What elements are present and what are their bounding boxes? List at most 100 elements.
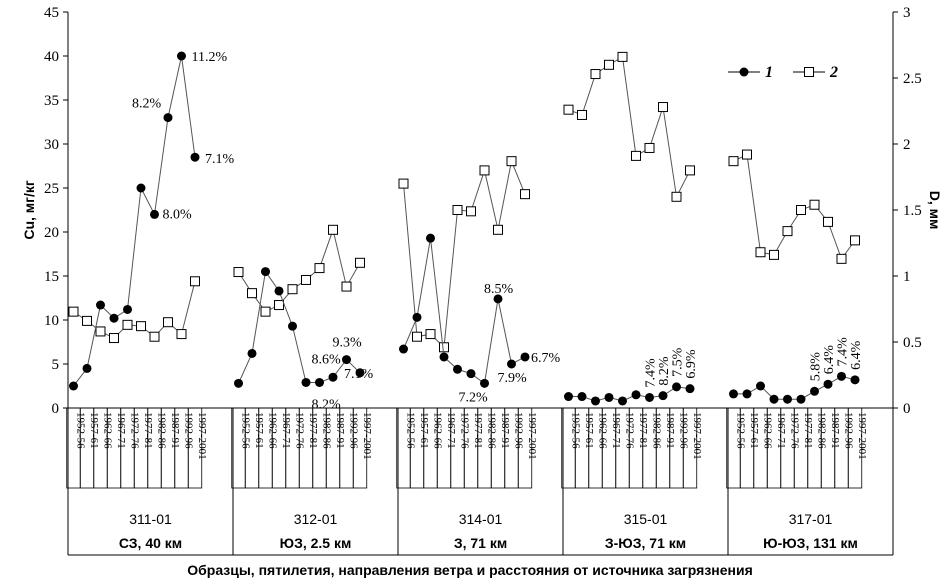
series-2-point	[563, 104, 574, 115]
series-2-point	[95, 326, 106, 337]
series-2-point	[836, 253, 847, 264]
series-2-point	[328, 224, 338, 235]
percent-annotation: 8.2%	[312, 397, 342, 412]
series-1-line	[568, 386, 691, 402]
category-label: 1997-2001	[691, 412, 703, 460]
series-1-point	[520, 352, 530, 362]
series-2-point	[190, 276, 200, 287]
series-2-point	[412, 331, 422, 342]
series-1-point	[796, 394, 806, 404]
category-label: 1997-2001	[526, 412, 538, 460]
series-1-point	[123, 304, 132, 314]
percent-annotation: 6.9%	[684, 349, 699, 379]
group-sample-label: 315-01	[624, 511, 668, 527]
x-axis-title: Образцы, пятилетия, направления ветра и …	[187, 562, 753, 578]
series-2-point	[755, 247, 766, 258]
series-1-point	[672, 382, 681, 392]
series-2-point	[176, 329, 187, 340]
category-cell	[847, 407, 863, 489]
series-1-point	[177, 51, 186, 61]
y-right-tick-label: 1	[903, 269, 911, 285]
series-1-point	[190, 152, 200, 162]
series-1-point	[399, 344, 408, 354]
series-2-point	[604, 59, 614, 70]
legend-marker-2	[804, 67, 814, 77]
series-1-point	[96, 300, 105, 310]
series-2-line	[73, 281, 196, 339]
percent-annotation: 6.7%	[531, 351, 561, 366]
series-1-point	[480, 378, 489, 388]
series-2-point	[742, 149, 752, 160]
category-label: 1997-2001	[196, 412, 208, 460]
group-sample-label: 311-01	[129, 511, 172, 527]
series-2-line	[403, 159, 526, 349]
series-2-point	[850, 235, 860, 246]
group-sample-label: 317-01	[789, 511, 833, 527]
series-2-point	[341, 281, 352, 292]
y-left-tick-label: 5	[52, 357, 60, 373]
category-cell	[517, 407, 533, 489]
series-2-point	[355, 257, 365, 268]
series-2-point	[452, 205, 463, 215]
series-1-point	[685, 384, 695, 394]
percent-annotation: 7.4%	[644, 358, 659, 388]
series-2-point	[479, 165, 490, 176]
percent-annotation: 6.4%	[849, 340, 864, 370]
series-1-point	[234, 378, 243, 388]
series-1-point	[507, 359, 516, 369]
series-2-point	[149, 331, 160, 342]
series-2-point	[122, 319, 133, 330]
group-direction-label: ЮЗ, 2.5 км	[280, 535, 352, 551]
series-2-point	[506, 156, 517, 167]
percent-annotation: 7.9%	[498, 371, 528, 386]
series-2-point	[287, 284, 298, 295]
series-1-point	[577, 392, 587, 402]
legend: 1 2	[728, 64, 838, 81]
series-2-point	[109, 333, 119, 344]
percent-annotation: 11.2%	[192, 50, 228, 65]
series-2-point	[68, 306, 79, 317]
series-1-point	[564, 392, 573, 402]
series-2-point	[671, 191, 682, 202]
series-1-point	[355, 368, 365, 378]
percent-annotation: 8.2%	[132, 97, 162, 112]
series-1-point	[439, 352, 449, 362]
series-1-point	[315, 377, 324, 387]
series-1-line	[238, 270, 361, 384]
series-2-point	[577, 109, 587, 120]
series-2-point	[520, 189, 530, 200]
percent-annotation: 8.2%	[657, 356, 672, 386]
series-2-point	[163, 317, 173, 328]
percent-annotation: 7.5%	[671, 347, 686, 377]
series-2-point	[136, 321, 146, 332]
y-right-tick-label: 2.5	[903, 71, 922, 87]
percent-annotation: 8.6%	[312, 352, 342, 367]
y-left-tick-label: 10	[44, 313, 59, 329]
series-1-point	[412, 312, 422, 322]
series-1-line	[733, 375, 856, 400]
legend-label-2: 2	[829, 64, 838, 81]
y-right-tick-label: 2	[903, 137, 911, 153]
series-1-point	[645, 392, 654, 402]
y-right-tick-label: 3	[903, 5, 911, 21]
series-2-point	[301, 274, 311, 285]
y-left-tick-label: 40	[44, 49, 59, 65]
series-2-point	[658, 102, 668, 113]
category-axis: 1952-56 1957-61 1962-66 1967-71 1972-76 1977-…	[66, 407, 894, 556]
series-1-point	[810, 386, 819, 396]
group-direction-label: З, 71 км	[454, 535, 507, 551]
y-left-tick-label: 45	[44, 5, 59, 21]
y-axis-left-title: Cu, мг/кг	[21, 180, 37, 240]
series-2-point	[425, 329, 436, 340]
group-direction-label: З-ЮЗ, 71 км	[605, 535, 686, 551]
legend-label-1: 1	[765, 64, 773, 81]
series-1-point	[837, 371, 846, 381]
series-2-point	[439, 342, 449, 353]
series-2-point	[398, 178, 409, 189]
series-1-point	[453, 364, 462, 374]
series-1-point	[769, 394, 779, 404]
series-2-point	[809, 199, 820, 210]
y-left-tick-label: 0	[52, 401, 60, 417]
series-1-point	[69, 381, 78, 391]
series-1-point	[82, 363, 92, 373]
